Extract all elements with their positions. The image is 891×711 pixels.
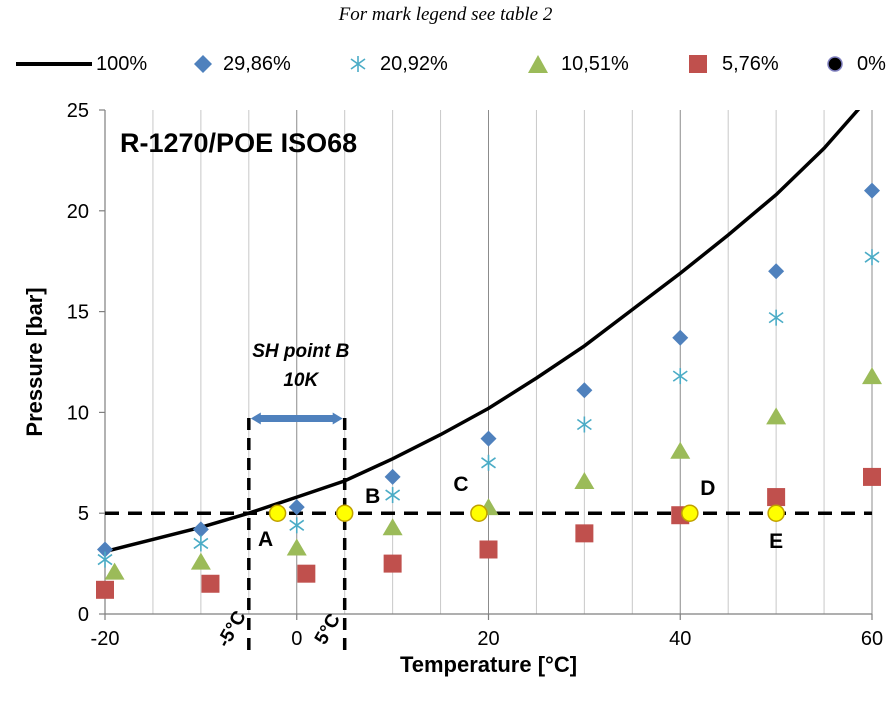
reference-line-label: 5°C [311,610,345,648]
superheat-label: SH point B [252,341,349,362]
data-point-triangle [574,471,595,489]
y-tick-label: 5 [78,503,89,525]
legend-item-29-86: 29,86% [193,44,291,84]
y-tick-label: 20 [67,201,89,223]
data-point-square [767,488,786,507]
x-tick-label: 60 [861,628,883,650]
legend-square-swatch [689,55,707,73]
chart-legend: 100% 29,86% 20,92% 10,51% 5,76% [0,44,891,84]
asterisk-stroke [864,251,880,263]
data-point-asterisk [193,535,209,552]
y-tick-label: 15 [67,302,89,324]
data-point-diamond [384,468,401,485]
superheat-arrow-right [332,412,343,425]
asterisk-stroke [97,553,113,566]
data-point-triangle [286,538,307,556]
state-point-label: A [258,528,273,551]
data-point-diamond [288,499,305,516]
data-point-asterisk [864,249,880,266]
data-point-triangle [862,367,882,385]
legend-label: 100% [96,52,148,75]
data-point-square [297,564,316,583]
data-point-asterisk [576,416,592,433]
state-point-marker [681,504,699,522]
data-point-square [383,554,402,573]
data-point-square [96,580,114,599]
x-axis-title: Temperature [°C] [400,652,577,677]
asterisk-stroke [768,311,784,324]
data-point-asterisk [481,454,496,471]
data-point-triangle [382,518,403,536]
legend-triangle-swatch [528,55,548,73]
data-point-triangle [670,441,691,459]
asterisk-stroke [385,489,401,501]
legend-item-100: 100% [14,44,147,84]
state-point-marker [268,504,287,522]
legend-item-10-51: 10,51% [527,44,629,84]
data-point-diamond [192,521,209,538]
data-point-asterisk [289,517,305,534]
x-tick-label: 20 [477,628,499,650]
data-point-square [479,540,498,559]
data-point-triangle [190,552,211,570]
legend-diamond-swatch [194,55,212,73]
legend-label: 29,86% [223,52,291,75]
y-tick-label: 25 [67,100,89,122]
legend-asterisk-swatch [350,56,366,72]
legend-label: 5,76% [722,52,779,75]
data-point-diamond [672,329,689,346]
data-point-square [863,467,881,486]
legend-item-0: 0% [826,44,886,84]
legend-circle-swatch [827,56,843,72]
data-point-asterisk [385,487,401,504]
x-tick-label: -20 [91,628,120,650]
legend-item-20-92: 20,92% [348,44,448,84]
data-point-triangle [766,407,787,425]
series-line-0 [105,110,861,554]
superheat-label: 10K [283,370,319,391]
y-tick-label: 0 [78,604,89,626]
data-point-asterisk [97,551,113,568]
data-point-square [575,524,594,543]
state-point-label: D [700,477,715,500]
asterisk-stroke [576,418,592,431]
state-point-label: E [769,530,783,553]
data-point-asterisk [768,309,784,326]
legend-label: 10,51% [561,52,629,75]
asterisk-stroke [289,519,305,531]
asterisk-stroke [481,457,496,469]
data-point-diamond [480,430,497,447]
data-point-diamond [864,182,880,199]
y-tick-label: 10 [67,402,89,424]
data-point-triangle [104,562,125,580]
state-point-marker [767,504,785,522]
legend-label: 0% [857,52,886,75]
data-point-diamond [97,541,113,558]
x-tick-label: 0 [291,628,302,650]
data-point-diamond [576,382,593,399]
state-point-marker [335,504,354,522]
superheat-arrow-left [250,412,261,425]
state-point-label: B [365,485,380,508]
data-point-asterisk [672,368,688,385]
chart-title: R-1270/POE ISO68 [120,128,357,158]
asterisk-stroke [193,537,209,550]
y-axis-title: Pressure [bar] [22,287,47,436]
asterisk-stroke [672,370,688,382]
legend-line-swatch [16,62,92,66]
x-tick-label: 40 [669,628,691,650]
legend-label: 20,92% [380,52,448,75]
figure-caption: For mark legend see table 2 [338,4,553,25]
legend-item-5-76: 5,76% [688,44,779,84]
state-point-label: C [453,473,468,496]
state-point-marker [470,504,488,522]
data-point-square [201,574,220,593]
data-point-diamond [768,263,785,280]
